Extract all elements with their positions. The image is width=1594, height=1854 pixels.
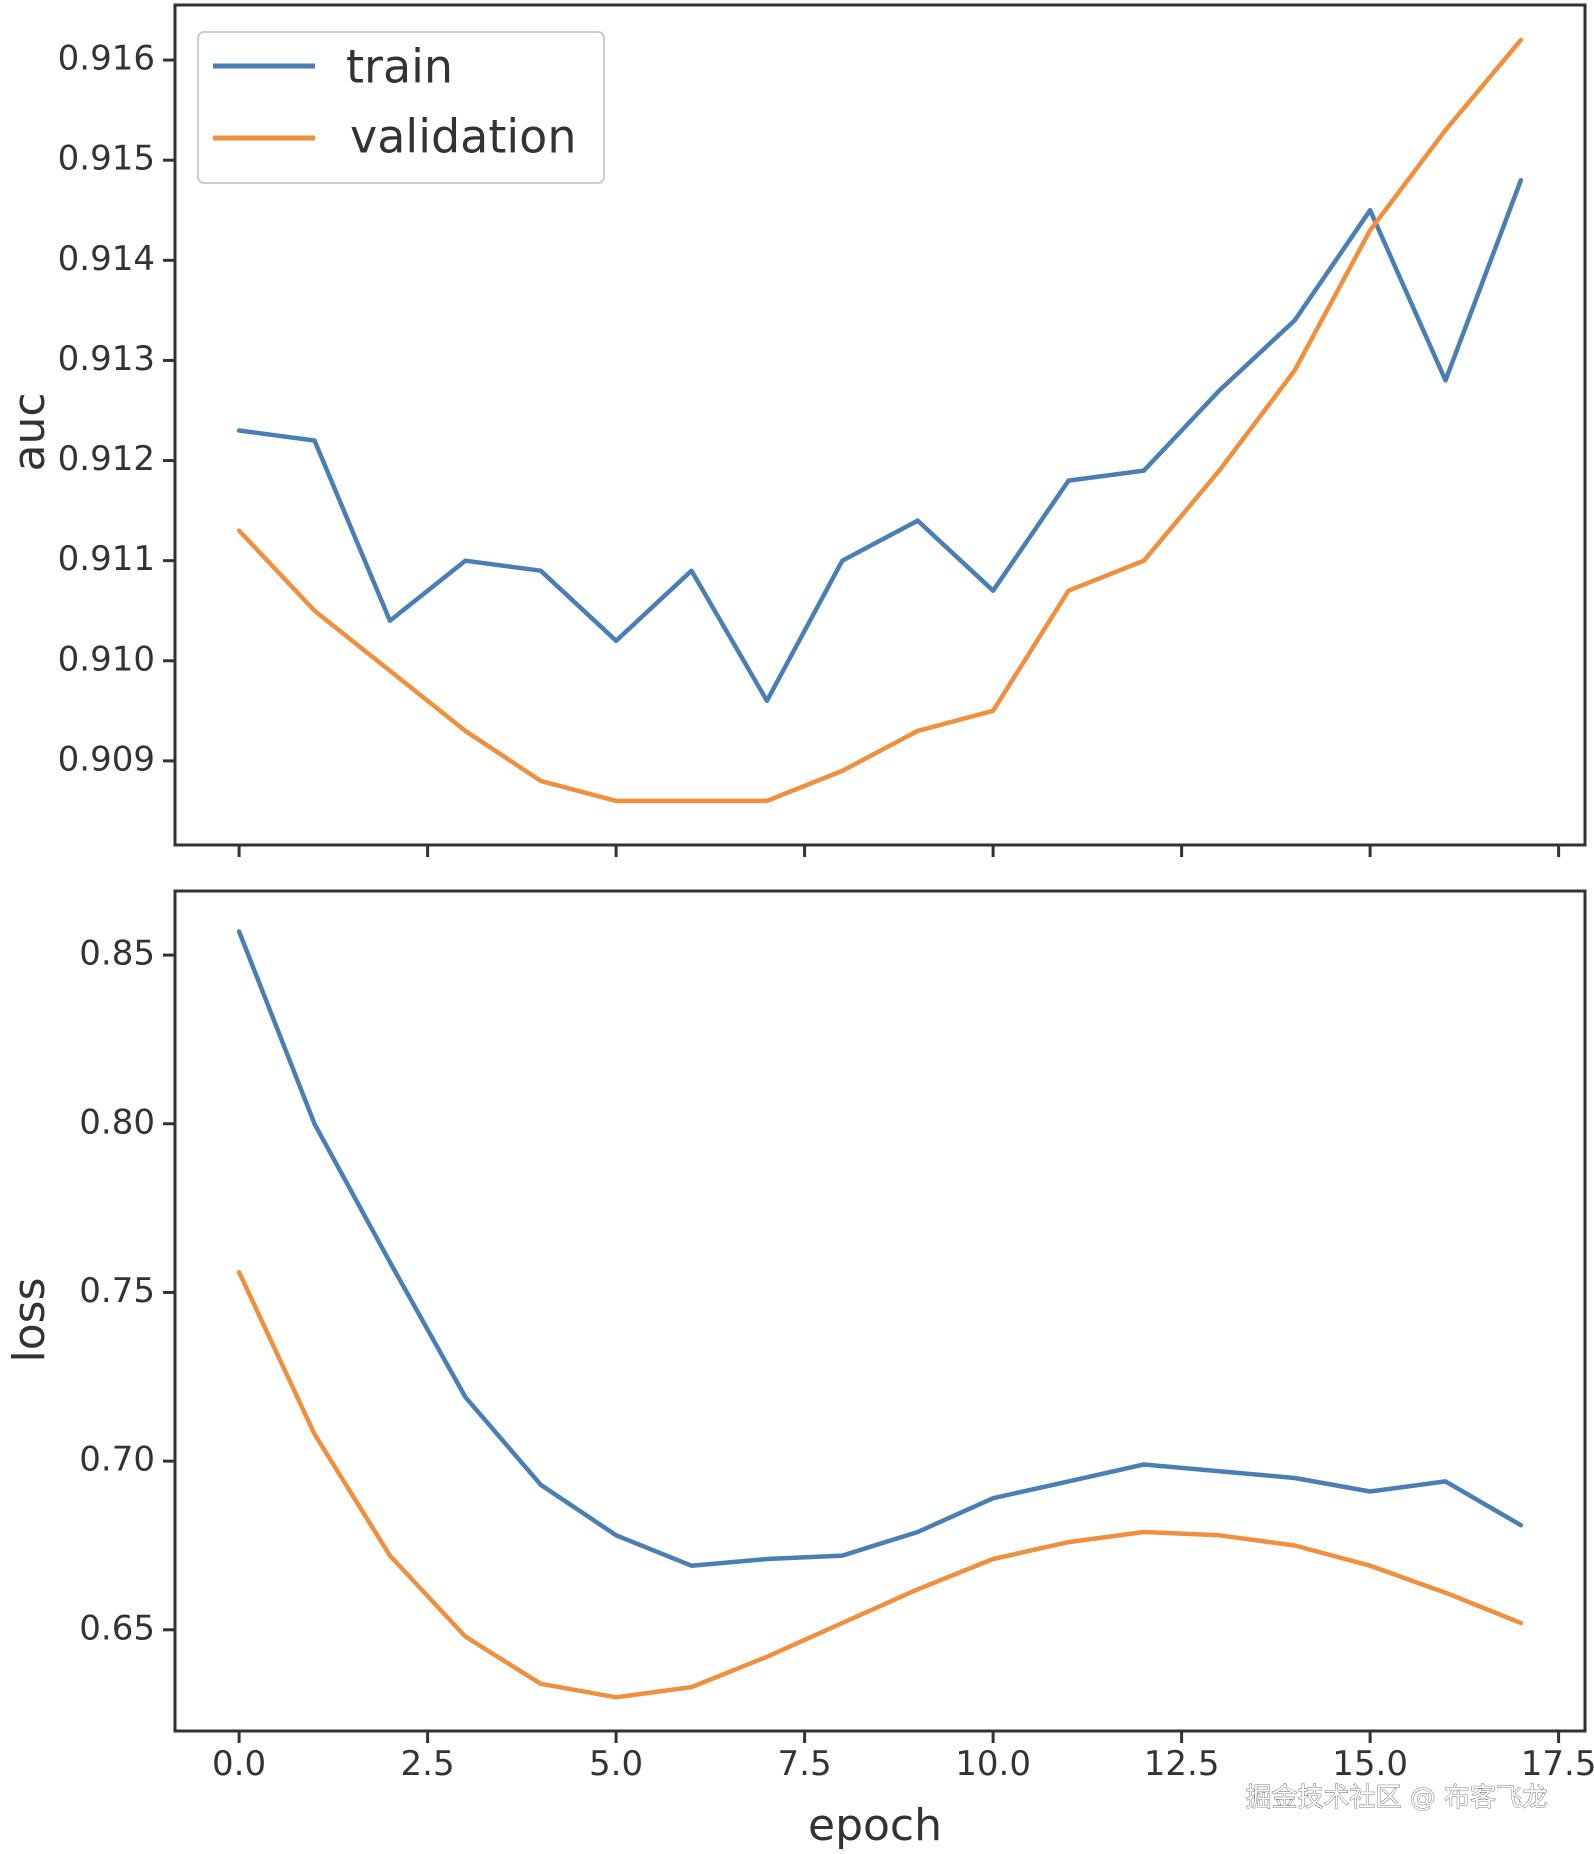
loss-series-train xyxy=(236,929,1524,1568)
loss-xtick-label: 2.5 xyxy=(401,1744,455,1784)
loss-xtick-label: 15.0 xyxy=(1332,1744,1408,1784)
auc-ylabel: auc xyxy=(4,392,55,471)
legend: train validation xyxy=(197,31,605,184)
loss-plot-frame xyxy=(173,889,1587,1733)
loss-ytick-label: 0.65 xyxy=(79,1608,155,1648)
auc-plot-frame xyxy=(173,3,1587,847)
legend-label-train: train xyxy=(346,40,453,94)
loss-ytick-label: 0.75 xyxy=(79,1271,155,1311)
loss-ytick-label: 0.80 xyxy=(79,1102,155,1142)
loss-xtick-label: 10.0 xyxy=(955,1744,1031,1784)
legend-label-validation: validation xyxy=(350,110,576,164)
loss-series-group xyxy=(236,929,1524,1700)
loss-ylabel: loss xyxy=(4,1278,55,1363)
auc-series-group xyxy=(236,37,1524,804)
loss-xtick-label: 12.5 xyxy=(1144,1744,1220,1784)
loss-xtick-label: 0.0 xyxy=(212,1744,266,1784)
auc-series-validation xyxy=(236,37,1524,804)
auc-ytick-label: 0.910 xyxy=(58,639,155,679)
loss-ytick-label: 0.85 xyxy=(79,934,155,974)
watermark: 掘金技术社区 @ 布客飞龙 xyxy=(1245,1783,1548,1813)
auc-axis-ticks: 0.909 0.910 0.911 0.912 0.913 0.914 0.915 0.916 xyxy=(58,39,1561,857)
loss-xlabel: epoch xyxy=(808,1800,942,1851)
loss-ytick-label: 0.70 xyxy=(79,1440,155,1480)
auc-ytick-label: 0.914 xyxy=(58,239,155,279)
auc-ytick-label: 0.912 xyxy=(58,439,155,479)
legend-box xyxy=(197,31,605,184)
loss-xtick-label: 7.5 xyxy=(778,1744,832,1784)
loss-axis-ticks: 0.65 0.70 0.75 0.80 0.85 0.0 2.5 5.0 7.5 10.0 12.5… xyxy=(79,934,1594,1784)
auc-ytick-label: 0.909 xyxy=(58,739,155,779)
loss-subplot: 0.65 0.70 0.75 0.80 0.85 0.0 2.5 5.0 7.5 10.0 12.5… xyxy=(4,889,1594,1851)
auc-ytick-label: 0.911 xyxy=(58,539,155,579)
loss-xtick-label: 5.0 xyxy=(589,1744,643,1784)
auc-ytick-label: 0.915 xyxy=(58,139,155,179)
auc-ytick-label: 0.913 xyxy=(58,339,155,379)
loss-xtick-label: 17.5 xyxy=(1521,1744,1594,1784)
auc-subplot: 0.909 0.910 0.911 0.912 0.913 0.914 0.915 0.916… xyxy=(4,3,1587,857)
auc-series-train xyxy=(236,177,1524,704)
auc-ytick-label: 0.916 xyxy=(58,39,155,79)
loss-series-validation xyxy=(236,1269,1524,1700)
